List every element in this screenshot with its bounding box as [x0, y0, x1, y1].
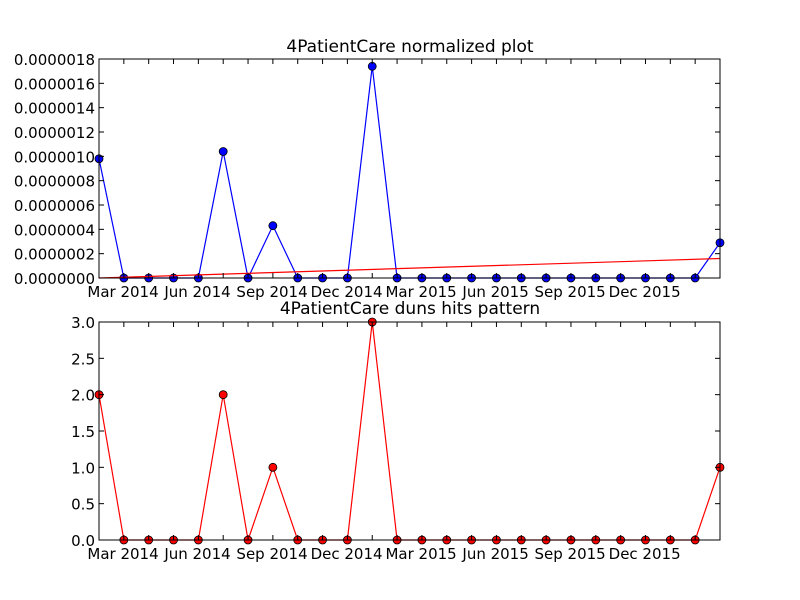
y-tick-label: 0.0000014: [14, 100, 95, 118]
x-tick-label: Dec 2014: [311, 283, 383, 301]
x-tick-label: Mar 2015: [385, 545, 456, 563]
x-tick-label: Jun 2014: [163, 545, 230, 563]
x-tick-label: Dec 2014: [311, 545, 383, 563]
x-tick-label: Sep 2015: [535, 283, 606, 301]
normalized-series-line: [98, 66, 721, 280]
y-tick-label: 1.5: [71, 423, 95, 441]
y-tick-label: 0.0000004: [14, 221, 95, 239]
x-tick-label: Jun 2014: [163, 283, 230, 301]
y-tick-label: 0.0000006: [14, 197, 95, 215]
y-tick-label: 2.0: [71, 387, 95, 405]
x-tick-label: Sep 2015: [535, 545, 606, 563]
normalized-data-point: [268, 221, 278, 231]
y-tick-label: 0.0000016: [14, 75, 95, 93]
duns-hits-data-point: [268, 462, 278, 472]
y-tick-label: 0.0000010: [14, 148, 95, 166]
y-tick-label: 0.0: [71, 532, 95, 550]
y-tick-label: 0.5: [71, 496, 95, 514]
y-tick-label: 0.0000018: [14, 51, 95, 69]
x-tick-label: Sep 2014: [236, 283, 307, 301]
x-tick-label: Dec 2015: [609, 283, 681, 301]
x-tick-label: Jun 2015: [461, 545, 528, 563]
duns-hits-axes: 4PatientCare duns hits pattern 0.0 0.5 1.0…: [71, 299, 725, 563]
normalized-trend-line: [98, 257, 721, 279]
normalized-plot-axes: 4PatientCare normalized plot 0.0000000 0.…: [14, 37, 725, 301]
x-tick-label: Jun 2015: [461, 283, 528, 301]
normalized-data-point: [218, 147, 228, 156]
duns-hits-series-line: [98, 321, 721, 541]
normalized-plot-frame: [98, 58, 721, 279]
y-tick-label: 3.0: [71, 314, 95, 332]
x-tick-label: Mar 2014: [87, 545, 158, 563]
y-tick-label: 1.0: [71, 459, 95, 477]
y-tick-label: 2.5: [71, 350, 95, 368]
duns-hits-title: 4PatientCare duns hits pattern: [280, 299, 540, 319]
y-tick-label: 0.0000012: [14, 124, 95, 142]
duns-hits-data-point: [218, 390, 228, 400]
x-tick-label: Mar 2015: [385, 283, 456, 301]
x-tick-label: Mar 2014: [87, 283, 158, 301]
y-tick-label: 0.0000002: [14, 246, 95, 264]
y-tick-label: 0.0000008: [14, 173, 95, 191]
x-tick-label: Dec 2015: [609, 545, 681, 563]
normalized-plot-title: 4PatientCare normalized plot: [286, 37, 534, 57]
duns-hits-frame: [98, 321, 721, 541]
y-tick-label: 0.0000000: [14, 270, 95, 288]
x-tick-label: Sep 2014: [236, 545, 307, 563]
